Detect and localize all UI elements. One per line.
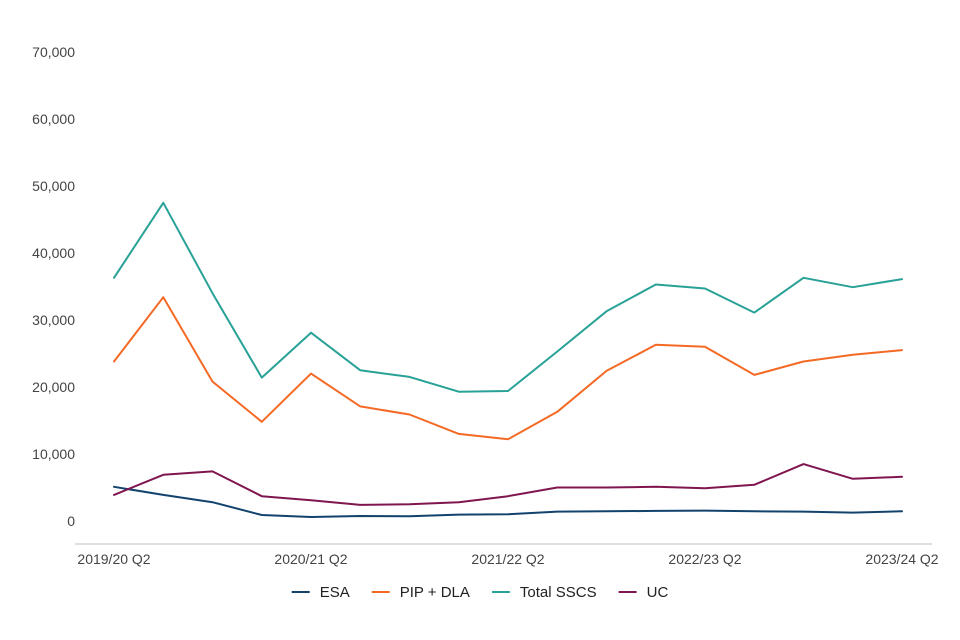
series-line-pip-dla (113, 296, 903, 441)
x-tick-label: 2021/22 Q2 (471, 551, 544, 567)
y-axis-tick-labels: 0 10,000 20,000 30,000 40,000 50,000 60,000 70,… (32, 44, 75, 529)
x-tick-label: 2019/20 Q2 (77, 551, 150, 567)
y-tick-label: 20,000 (32, 379, 75, 395)
legend-label: Total SSCS (520, 584, 597, 601)
x-tick-label: 2023/24 Q2 (865, 551, 938, 567)
y-tick-label: 30,000 (32, 312, 75, 328)
legend-label: PIP + DLA (400, 584, 470, 601)
y-tick-label: 50,000 (32, 178, 75, 194)
legend: ESA PIP + DLA Total SSCS UC (291, 584, 669, 601)
legend-label: UC (647, 584, 669, 601)
y-tick-label: 0 (67, 513, 75, 529)
series-line-uc (113, 463, 903, 506)
x-tick-label: 2020/21 Q2 (274, 551, 347, 567)
y-tick-label: 70,000 (32, 44, 75, 60)
legend-label: ESA (320, 584, 350, 601)
y-tick-label: 60,000 (32, 111, 75, 127)
y-tick-label: 10,000 (32, 446, 75, 462)
x-tick-label: 2022/23 Q2 (668, 551, 741, 567)
legend-item: ESA (291, 584, 350, 601)
y-tick-label: 40,000 (32, 245, 75, 261)
series-lines (113, 201, 903, 518)
legend-item: UC (618, 584, 669, 601)
legend-item: PIP + DLA (371, 584, 470, 601)
series-line-esa (113, 485, 903, 518)
series-line-total-sscs (113, 201, 903, 393)
x-axis-tick-labels: 2019/20 Q2 2020/21 Q2 2021/22 Q2 2022/23 Q2… (77, 551, 938, 567)
legend-item: Total SSCS (491, 584, 597, 601)
